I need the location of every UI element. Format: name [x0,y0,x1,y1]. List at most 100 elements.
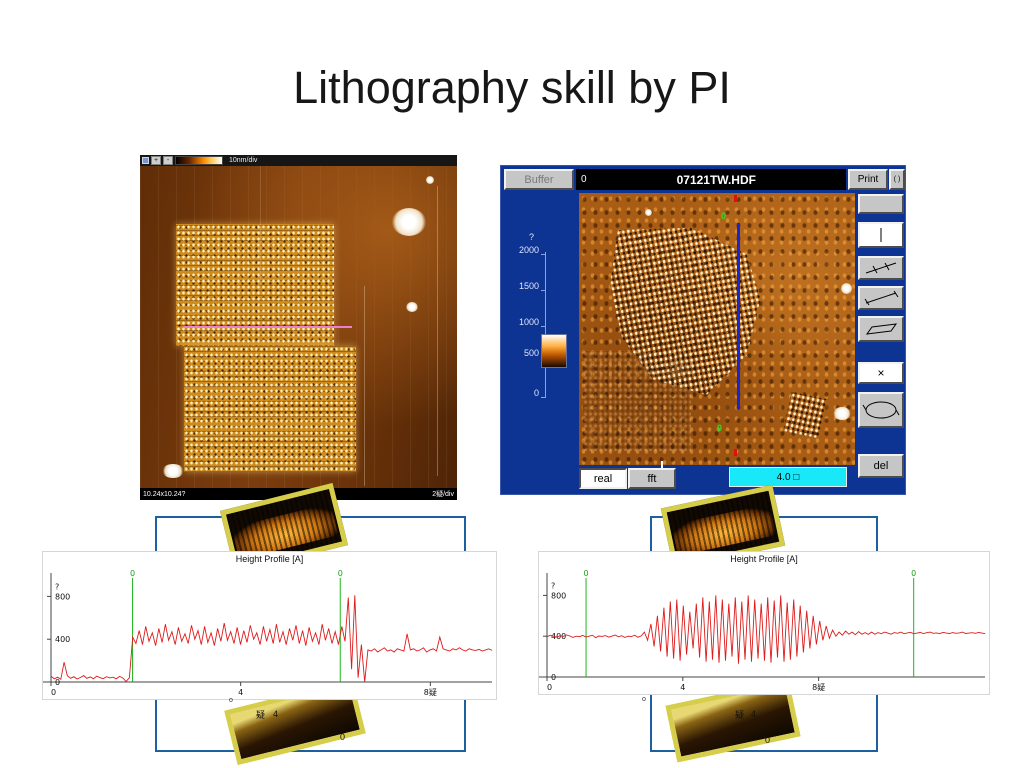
tool-blank-button[interactable] [858,194,904,214]
faint-dot-grid [583,351,691,451]
svg-text:0: 0 [51,688,56,697]
bottom-tick-mark [661,461,663,468]
scale-tick-1000: 1000 [518,317,539,327]
section-marker-top: 0 [721,211,727,221]
chart-title: Height Profile [A] [235,554,304,564]
thumb-axis-unit: 疑 [256,710,266,720]
zoom-out-button[interactable]: - [163,156,173,165]
cross-section-line[interactable] [184,326,352,328]
scale-tick-2000: 2000 [518,245,539,255]
section-line-vertical[interactable] [737,223,740,409]
afm-image-panel: + - 10nm/div 10.24x10.24? 2疑/div [140,155,457,500]
thumb-o-mark: o [229,697,233,704]
area-select-tool-button[interactable] [858,316,904,342]
svg-text:?: ? [55,582,59,591]
x-div-label: 2疑/div [432,491,454,498]
fft-mode-button[interactable]: fft [628,468,676,489]
real-mode-button[interactable]: real [579,468,627,489]
delete-button[interactable]: del [858,454,904,478]
colorbar-gradient-icon [175,156,223,165]
scale-axis-line [545,252,546,398]
svg-text:0: 0 [130,569,135,578]
svg-text:0: 0 [583,569,588,578]
svg-text:0: 0 [338,569,343,578]
scale-tick-mark [541,397,546,398]
afm-image-header: + - 10nm/div [140,155,457,166]
buffer-button[interactable]: Buffer [504,169,574,190]
afm-topography-image [140,166,457,488]
svg-text:800: 800 [551,591,566,600]
litho-pattern-lower [184,346,356,472]
particle-blob [841,283,852,294]
particle-blob [162,464,184,478]
thumb-axis-tick: 4 [751,709,757,719]
thumb-corner-zero: 0 [765,735,771,745]
height-unit-label: ? [529,232,535,242]
audio-toggle-button[interactable]: ( ) [889,169,905,190]
filename-label: 07121TW.HDF [676,172,756,187]
vertical-section-tool-button[interactable] [858,222,904,248]
svg-text:8疑: 8疑 [424,687,437,697]
height-colorbar [541,334,567,368]
svg-text:8疑: 8疑 [812,682,825,692]
svg-text:0: 0 [551,673,556,682]
particle-blob [392,208,426,236]
particle-blob [645,209,652,216]
svg-text:0: 0 [911,569,916,578]
litho-pattern-upper [176,224,334,346]
thumb-axis-unit: 疑 [735,710,745,720]
particle-blob [833,407,851,420]
svg-text:400: 400 [55,635,70,644]
height-profile-chart-right: Height Profile [A] 800 400 0? 0 4 8疑 0 0 [538,551,990,695]
scale-tick-mark [541,290,546,291]
section-marker-bottom: 0 [717,423,723,433]
image-streak [437,186,438,476]
particle-blob [406,302,418,312]
image-streak [260,166,261,286]
diagonal-ticks-icon [865,262,897,274]
svg-text:4: 4 [680,683,685,692]
svg-text:800: 800 [55,592,70,601]
close-tool-button[interactable]: × [858,362,904,384]
scale-tick-500: 500 [523,348,539,358]
red-cursor-top [734,195,737,202]
svg-text:0: 0 [55,678,60,687]
title-bar: 0 07121TW.HDF [576,169,846,190]
scale-tick-mark [541,254,546,255]
rotate-tool-button[interactable] [858,392,904,428]
zoom-in-button[interactable]: + [151,156,161,165]
thumb-axis-tick: 4 [273,709,279,719]
parallelogram-icon [865,323,898,335]
angle-measure-tool-button[interactable] [858,256,904,280]
scan-range-display[interactable]: 4.0 □ [729,467,847,487]
vertical-line-icon [880,228,882,242]
svg-text:4: 4 [238,688,243,697]
line-measure-tool-button[interactable] [858,286,904,310]
rotate-ellipse-icon [862,401,900,419]
page-title: Lithography skill by PI [293,62,731,113]
particle-blob [426,176,434,184]
diagonal-line-icon [864,290,899,306]
afm-software-window: Buffer 0 07121TW.HDF Print ( ) ? 2000 15… [500,165,906,495]
scale-tick-1500: 1500 [518,281,539,291]
height-profile-chart-left: Height Profile [A] 800 400 0? 0 4 8疑 0 0 [42,551,497,700]
thumb-corner-zero: 0 [340,732,346,742]
window-icon [142,157,149,164]
thumb-o-mark: o [642,696,646,703]
print-button[interactable]: Print [848,169,888,190]
scale-per-div-label: 10nm/div [229,157,258,164]
litho-pattern-small [783,391,827,439]
buffer-index: 0 [581,174,587,185]
svg-text:?: ? [551,581,555,590]
chart-title: Height Profile [A] [730,554,798,564]
red-cursor-bottom [734,449,737,456]
scale-tick-0: 0 [533,388,539,398]
scale-tick-mark [541,326,546,327]
image-streak [364,286,365,486]
afm-scan-image: 0 0 [579,193,855,465]
scan-size-label: 10.24x10.24? [143,490,186,498]
svg-text:0: 0 [547,683,552,692]
